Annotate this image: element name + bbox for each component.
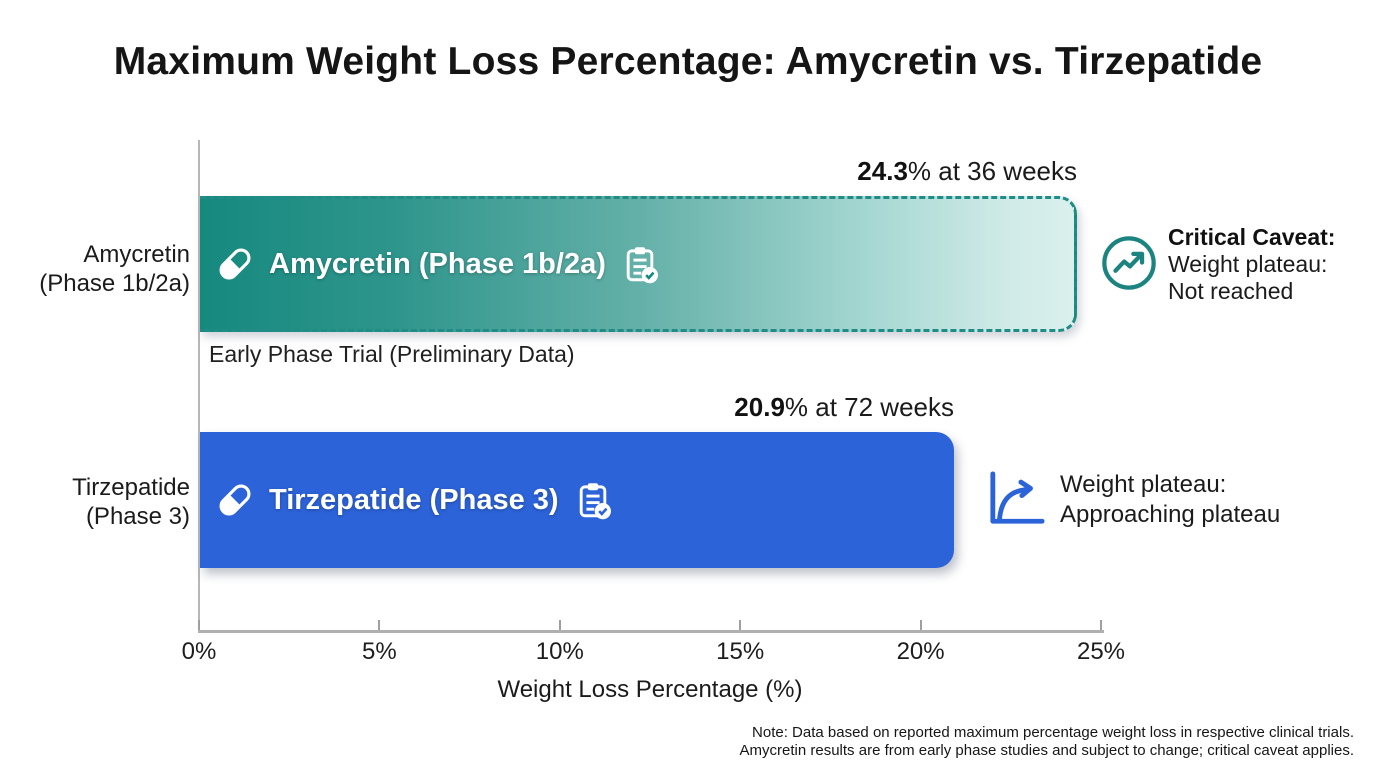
annotation-line: Not reached	[1168, 278, 1294, 304]
clipboard-check-icon	[626, 247, 658, 284]
footnote-line: Note: Data based on reported maximum per…	[752, 724, 1354, 741]
x-axis-tick-label: 15%	[716, 638, 765, 665]
x-axis-tick-mark	[919, 620, 922, 630]
x-axis-tick-label: 0%	[181, 638, 217, 665]
bar-tirzepatide: Tirzepatide (Phase 3)	[200, 432, 955, 568]
y-category-label-amycretin: Amycretin (Phase 1b/2a)	[0, 240, 190, 298]
y-category-label-line: Tirzepatide	[72, 474, 190, 501]
annotation-line: Weight plateau:	[1168, 251, 1328, 277]
y-category-label-line: (Phase 3)	[85, 503, 190, 530]
x-axis-tick-label: 10%	[535, 638, 584, 665]
bar-label-tirzepatide: Tirzepatide (Phase 3)	[269, 483, 559, 516]
value-label-amycretin: 24.3% at 36 weeks	[200, 156, 1077, 188]
x-axis-tick-mark	[378, 620, 381, 630]
x-axis-tick-mark	[739, 620, 742, 630]
bar-label-amycretin: Amycretin (Phase 1b/2a)	[269, 247, 606, 280]
y-axis-line	[198, 140, 200, 632]
y-category-label-line: (Phase 1b/2a)	[39, 270, 190, 297]
pill-icon	[219, 484, 251, 516]
bar-amycretin: Amycretin (Phase 1b/2a)	[200, 196, 1077, 332]
value-number: 24.3	[857, 156, 908, 186]
value-suffix: % at 36 weeks	[907, 156, 1077, 186]
plateau-curve-icon	[990, 471, 1045, 524]
value-number: 20.9	[734, 392, 785, 422]
value-suffix: % at 72 weeks	[784, 392, 954, 422]
bar-track-amycretin: Amycretin (Phase 1b/2a)	[200, 196, 1102, 332]
value-label-tirzepatide: 20.9% at 72 weeks	[200, 392, 954, 424]
pill-icon	[219, 248, 251, 280]
x-axis-tick-label: 25%	[1076, 638, 1126, 665]
footnote: Note: Data based on reported maximum per…	[454, 724, 1354, 760]
annotation-line: Critical Caveat:	[1168, 224, 1336, 250]
x-axis-tick-label: 5%	[362, 638, 397, 665]
x-axis-line	[198, 630, 1104, 633]
x-axis-tick-mark	[198, 620, 200, 630]
x-axis-title: Weight Loss Percentage (%)	[497, 676, 803, 703]
annotation-line: Approaching plateau	[1060, 501, 1281, 528]
x-axis-tick-label: 20%	[896, 638, 945, 665]
bar-sub-label-amycretin: Early Phase Trial (Preliminary Data)	[209, 341, 575, 367]
annotation-tirzepatide: Weight plateau: Approaching plateau	[1060, 470, 1360, 530]
chart-title: Maximum Weight Loss Percentage: Amycreti…	[113, 40, 1263, 83]
clipboard-check-icon	[579, 483, 611, 520]
annotation-amycretin: Critical Caveat: Weight plateau: Not rea…	[1168, 224, 1374, 305]
footnote-line: Amycretin results are from early phase s…	[739, 742, 1354, 759]
x-axis-tick-mark	[1100, 620, 1102, 630]
x-axis-tick-mark	[558, 620, 561, 630]
bar-track-tirzepatide: Tirzepatide (Phase 3)	[200, 432, 1102, 568]
y-category-label-tirzepatide: Tirzepatide (Phase 3)	[0, 473, 190, 531]
trending-up-circle-icon	[1102, 236, 1156, 290]
annotation-line: Weight plateau:	[1060, 471, 1227, 498]
y-category-label-line: Amycretin	[83, 241, 190, 268]
